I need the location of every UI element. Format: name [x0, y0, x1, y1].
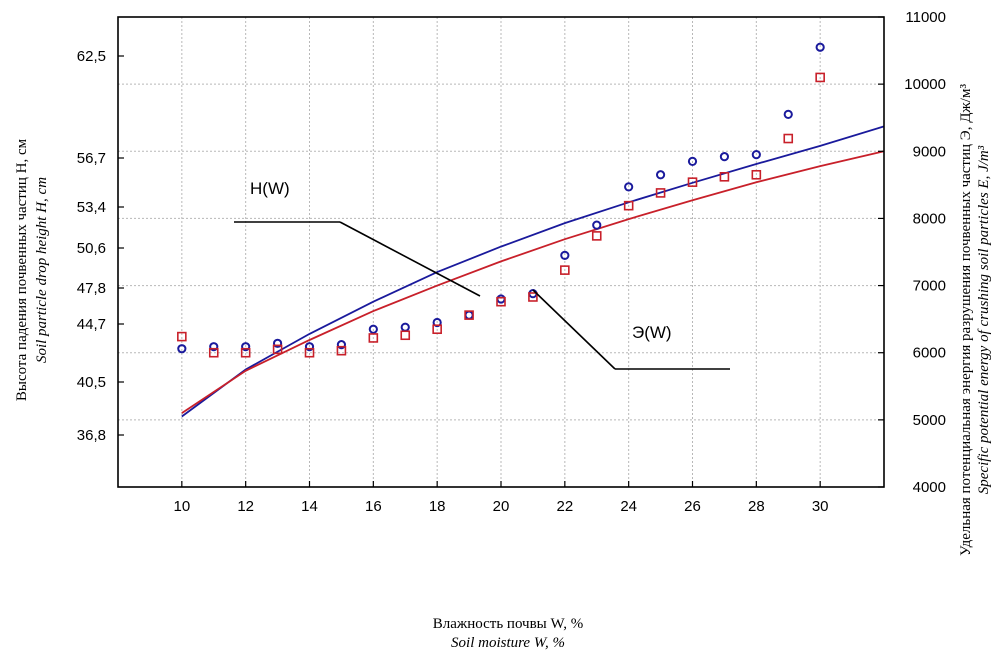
data-point: [368, 324, 378, 334]
data-point: [655, 170, 666, 180]
fit-curves: [181, 125, 885, 418]
y-left-tick-label: 47,8: [77, 280, 106, 297]
data-point: [687, 156, 698, 166]
y-left-tick-label: 62,5: [77, 48, 106, 65]
y-right-tick-label: 6000: [913, 345, 946, 362]
data-point: [592, 220, 602, 230]
plot-frame: [117, 16, 885, 488]
data-point: [496, 296, 506, 307]
y-right-tick-label: 5000: [913, 412, 946, 429]
data-point: [400, 322, 410, 332]
right-tick-labels: 4000 5000 6000 7000 8000 9000 10000 11000: [904, 9, 946, 496]
annotation-e: Э(W): [632, 323, 672, 342]
data-point: [560, 265, 570, 275]
data-point: [209, 342, 219, 352]
data-point: [241, 342, 251, 352]
y-right-title-en: Specific potential energy of crushing so…: [976, 145, 992, 494]
data-point: [177, 344, 187, 354]
data-point: [368, 333, 379, 343]
x-tick-label: 24: [620, 498, 637, 515]
data-point: [400, 330, 411, 341]
data-point: [560, 250, 570, 260]
data-point: [751, 150, 761, 160]
y-left-tick-label: 36,8: [77, 427, 106, 444]
x-axis-title-ru: Влажность почвы W, %: [433, 616, 584, 632]
data-point: [208, 347, 219, 358]
annotation-leader-e-diag: [532, 289, 616, 370]
y-left-tick-label: 44,7: [77, 316, 106, 333]
x-tick-label: 14: [301, 498, 318, 515]
data-point: [432, 324, 442, 335]
y-right-tick-label: 10000: [904, 76, 946, 93]
data-point: [623, 200, 634, 211]
y-right-tick-label: 11000: [905, 9, 946, 26]
data-point: [336, 345, 347, 356]
x-tick-label: 26: [684, 498, 701, 515]
data-point: [815, 42, 825, 52]
x-tick-labels: 10 12 14 16 18 20 22 24 26 28 30: [173, 498, 828, 515]
data-point: [655, 188, 666, 198]
left-tick-labels: 62,5 56,7 53,4 50,6 47,8 44,7 40,5 36,8: [77, 48, 106, 444]
x-tick-label: 10: [173, 498, 190, 515]
data-point: [177, 331, 187, 342]
data-point: [528, 292, 538, 302]
x-axis-title-en: Soil moisture W, %: [451, 635, 565, 651]
data-points: [177, 42, 825, 358]
ticks: [118, 16, 884, 488]
data-point: [304, 347, 315, 358]
y-left-tick-label: 40,5: [77, 374, 106, 391]
data-point: [719, 172, 730, 182]
data-point: [432, 317, 442, 328]
x-tick-label: 28: [748, 498, 765, 515]
x-tick-label: 20: [493, 498, 510, 515]
annotations: H(W) Э(W): [234, 179, 730, 370]
data-point: [783, 133, 794, 144]
y-right-tick-label: 7000: [913, 278, 946, 295]
x-tick-label: 30: [812, 498, 829, 515]
data-point: [783, 109, 793, 119]
data-point: [815, 72, 825, 83]
y-left-tick-label: 50,6: [77, 240, 106, 257]
y-right-tick-label: 4000: [913, 479, 946, 496]
x-tick-label: 18: [429, 498, 446, 515]
y-right-title-ru: Удельная потенциальная энергия разрушени…: [958, 84, 974, 556]
data-point: [624, 182, 634, 192]
y-left-tick-label: 53,4: [77, 199, 106, 216]
annotation-h: H(W): [250, 179, 290, 198]
y-left-title-en: Soil particle drop height H, cm: [34, 177, 50, 363]
data-point: [336, 340, 347, 350]
data-point: [464, 310, 474, 320]
x-tick-label: 12: [237, 498, 254, 515]
annotation-leader-h-diag: [339, 221, 481, 297]
grid: [118, 17, 884, 487]
data-point: [719, 152, 730, 162]
y-right-tick-label: 8000: [913, 210, 946, 227]
y-left-title-ru: Высота падения почвенных частиц H, см: [14, 138, 30, 401]
data-point: [304, 342, 315, 352]
data-point: [240, 347, 251, 358]
data-point: [272, 338, 283, 348]
fit-line: [181, 150, 885, 414]
x-tick-label: 16: [365, 498, 382, 515]
data-point: [687, 177, 698, 187]
data-point: [272, 344, 283, 355]
x-tick-label: 22: [556, 498, 573, 515]
data-point: [464, 310, 474, 320]
data-point: [751, 169, 762, 180]
y-left-tick-label: 56,7: [77, 150, 106, 167]
y-right-tick-label: 9000: [913, 143, 946, 160]
data-point: [591, 231, 602, 241]
fit-line: [181, 125, 885, 418]
